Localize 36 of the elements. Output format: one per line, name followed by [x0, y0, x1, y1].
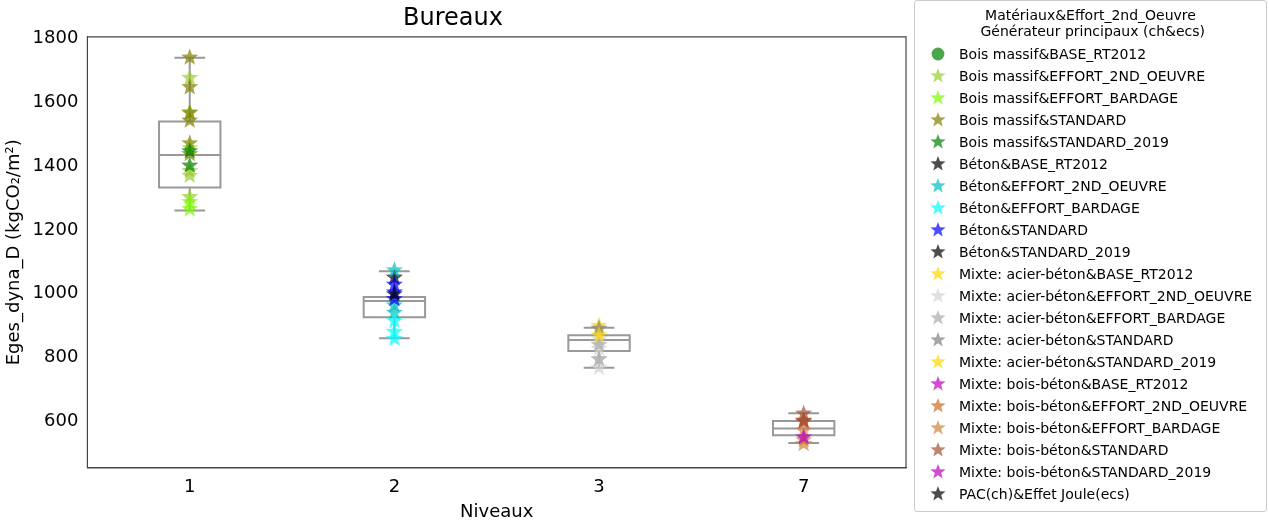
legend-label: Mixte: bois-béton&STANDARD_2019: [959, 464, 1212, 480]
legend-label: Bois massif&STANDARD_2019: [959, 134, 1169, 150]
x-tick-label: 1: [184, 475, 196, 497]
legend-label: Mixte: bois-béton&EFFORT_2ND_OEUVRE: [959, 398, 1248, 414]
legend-label: Bois massif&STANDARD: [959, 112, 1127, 128]
legend-label: Mixte: acier-béton&STANDARD_2019: [959, 354, 1217, 370]
legend-label: Bois massif&EFFORT_2ND_OEUVRE: [959, 68, 1205, 84]
legend-label: Mixte: acier-béton&EFFORT_BARDAGE: [959, 310, 1226, 326]
legend-label: Mixte: acier-béton&BASE_RT2012: [959, 266, 1194, 282]
y-tick-label: 1400: [32, 153, 79, 175]
x-tick-label: 7: [797, 475, 810, 497]
legend-label: Béton&STANDARD_2019: [959, 244, 1131, 260]
legend-title: Matériaux&Effort_2nd_Oeuvre Générateur principaux (ch&ecs): [979, 7, 1206, 39]
x-axis-title: Niveaux: [460, 499, 534, 521]
x-tick-label: 2: [388, 475, 401, 497]
y-axis-title: Eges_dyna_D (kgCO₂/m²): [2, 139, 25, 366]
y-tick-label: 800: [44, 344, 79, 366]
y-tick-label: 1000: [32, 281, 79, 303]
y-tick-label: 600: [44, 408, 79, 430]
x-tick-label: 3: [593, 475, 605, 497]
legend-label: Mixte: bois-béton&BASE_RT2012: [959, 376, 1189, 392]
legend-label: Béton&STANDARD: [959, 222, 1089, 238]
y-tick-label: 1200: [32, 217, 79, 239]
legend-label: Mixte: bois-béton&EFFORT_BARDAGE: [959, 420, 1221, 436]
legend-label: Béton&EFFORT_2ND_OEUVRE: [959, 178, 1167, 194]
legend-label: Bois massif&BASE_RT2012: [959, 46, 1147, 62]
legend-label: Mixte: acier-béton&EFFORT_2ND_OEUVRE: [959, 288, 1253, 304]
legend-label: Béton&BASE_RT2012: [959, 156, 1108, 172]
legend-label: Mixte: bois-béton&STANDARD: [959, 442, 1169, 458]
legend-label: Béton&EFFORT_BARDAGE: [959, 200, 1140, 216]
legend-label: Mixte: acier-béton&STANDARD: [959, 332, 1174, 348]
y-tick-label: 1600: [32, 90, 79, 112]
legend-label: Bois massif&EFFORT_BARDAGE: [959, 90, 1179, 106]
legend-label: PAC(ch)&Effet Joule(ecs): [959, 486, 1130, 502]
chart-title: Bureaux: [403, 2, 503, 31]
y-tick-label: 1800: [32, 26, 79, 48]
